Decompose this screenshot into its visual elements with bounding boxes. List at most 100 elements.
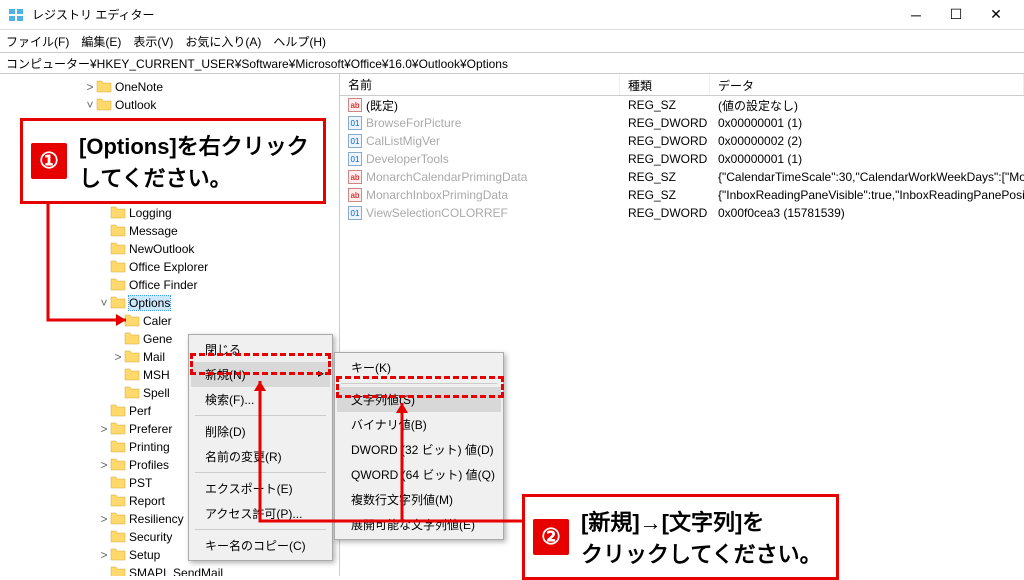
tree-item[interactable]: Office Finder: [0, 276, 339, 294]
callout-1: ① [Options]を右クリック してください。: [20, 118, 326, 204]
tree-item-label[interactable]: NewOutlook: [129, 242, 194, 256]
tree-item-label[interactable]: Office Explorer: [129, 260, 208, 274]
tree-item-label[interactable]: Resiliency: [129, 512, 184, 526]
maximize-button[interactable]: ☐: [936, 3, 976, 27]
tree-item[interactable]: Office Explorer: [0, 258, 339, 276]
value-row[interactable]: 01DeveloperToolsREG_DWORD0x00000001 (1): [340, 150, 1024, 168]
tree-item-label[interactable]: Setup: [129, 548, 160, 562]
value-row[interactable]: abMonarchCalendarPrimingDataREG_SZ{"Cale…: [340, 168, 1024, 186]
folder-icon: [110, 475, 129, 492]
value-row[interactable]: 01ViewSelectionCOLORREFREG_DWORD0x00f0ce…: [340, 204, 1024, 222]
tree-item-label[interactable]: Perf: [129, 404, 151, 418]
tree-item-label[interactable]: PST: [129, 476, 152, 490]
tree-item-label[interactable]: Logging: [129, 206, 172, 220]
list-body: ab(既定)REG_SZ(値の設定なし)01BrowseForPictureRE…: [340, 96, 1024, 222]
menu-edit[interactable]: 編集(E): [81, 33, 121, 50]
mi-rename[interactable]: 名前の変更(R): [191, 444, 330, 469]
expand-toggle[interactable]: ˅: [98, 296, 110, 310]
folder-icon: [110, 421, 129, 438]
tree-item-label[interactable]: Printing: [129, 440, 170, 454]
tree-item-label[interactable]: Security: [129, 530, 172, 544]
expand-toggle[interactable]: >: [98, 548, 110, 562]
folder-icon: [110, 529, 129, 546]
value-data: (値の設定なし): [710, 97, 1024, 114]
callout-text: してください。: [79, 161, 309, 193]
mi-multistr[interactable]: 複数行文字列値(M): [337, 487, 501, 512]
menubar: ファイル(F) 編集(E) 表示(V) お気に入り(A) ヘルプ(H): [0, 30, 1024, 52]
folder-icon: [124, 349, 143, 366]
mi-copykey[interactable]: キー名のコピー(C): [191, 533, 330, 558]
value-row[interactable]: 01BrowseForPictureREG_DWORD0x00000001 (1…: [340, 114, 1024, 132]
value-name: CalListMigVer: [366, 134, 440, 148]
mi-string[interactable]: 文字列値(S): [337, 387, 501, 412]
menu-file[interactable]: ファイル(F): [6, 33, 69, 50]
close-button[interactable]: ✕: [976, 3, 1016, 27]
mi-new[interactable]: 新規(N)▸: [191, 362, 330, 387]
mi-binary[interactable]: バイナリ値(B): [337, 412, 501, 437]
folder-icon: [124, 385, 143, 402]
mi-qword64[interactable]: QWORD (64 ビット) 値(Q): [337, 462, 501, 487]
expand-toggle[interactable]: ˅: [84, 98, 96, 112]
mi-dword32[interactable]: DWORD (32 ビット) 値(D): [337, 437, 501, 462]
mi-collapse[interactable]: 閉じる: [191, 337, 330, 362]
mi-delete[interactable]: 削除(D): [191, 419, 330, 444]
string-value-icon: ab: [348, 98, 362, 112]
value-data: 0x00000001 (1): [710, 116, 1024, 130]
folder-icon: [110, 457, 129, 474]
mi-key[interactable]: キー(K): [337, 355, 501, 380]
menu-favorites[interactable]: お気に入り(A): [185, 33, 261, 50]
mi-export[interactable]: エクスポート(E): [191, 476, 330, 501]
col-type[interactable]: 種類: [620, 74, 710, 95]
tree-item-label[interactable]: SMAPI_SendMail: [129, 566, 223, 576]
string-value-icon: ab: [348, 188, 362, 202]
tree-item-label[interactable]: Message: [129, 224, 178, 238]
tree-item-label[interactable]: Caler: [143, 314, 172, 328]
expand-toggle[interactable]: >: [98, 422, 110, 436]
tree-item[interactable]: > OneNote: [0, 78, 339, 96]
tree-item[interactable]: Logging: [0, 204, 339, 222]
regedit-window: レジストリ エディター ─ ☐ ✕ ファイル(F) 編集(E) 表示(V) お気…: [0, 0, 1024, 576]
value-row[interactable]: abMonarchInboxPrimingDataREG_SZ{"InboxRe…: [340, 186, 1024, 204]
tree-item[interactable]: ˅ Options: [0, 294, 339, 312]
tree-item[interactable]: NewOutlook: [0, 240, 339, 258]
value-type: REG_SZ: [620, 98, 710, 112]
folder-icon: [110, 403, 129, 420]
expand-toggle[interactable]: >: [112, 350, 124, 364]
tree-item-label[interactable]: Mail: [143, 350, 165, 364]
separator: [195, 415, 326, 416]
col-data[interactable]: データ: [710, 74, 1024, 95]
tree-item[interactable]: SMAPI_SendMail: [0, 564, 339, 576]
tree-item-label[interactable]: Profiles: [129, 458, 169, 472]
tree-item-label[interactable]: Options: [129, 296, 170, 310]
expand-toggle[interactable]: >: [98, 458, 110, 472]
callout-number: ①: [31, 143, 67, 179]
tree-item-label[interactable]: Gene: [143, 332, 172, 346]
col-name[interactable]: 名前: [340, 74, 620, 95]
minimize-button[interactable]: ─: [896, 3, 936, 27]
expand-toggle[interactable]: >: [84, 80, 96, 94]
tree-item-label[interactable]: MSH: [143, 368, 170, 382]
mi-expstr[interactable]: 展開可能な文字列値(E): [337, 512, 501, 537]
address-bar[interactable]: コンピューター¥HKEY_CURRENT_USER¥Software¥Micro…: [0, 52, 1024, 74]
tree-item[interactable]: ˅ Outlook: [0, 96, 339, 114]
tree-item-label[interactable]: Preferer: [129, 422, 172, 436]
mi-permissions[interactable]: アクセス許可(P)...: [191, 501, 330, 526]
tree-item[interactable]: Caler: [0, 312, 339, 330]
value-row[interactable]: 01CalListMigVerREG_DWORD0x00000002 (2): [340, 132, 1024, 150]
separator: [195, 529, 326, 530]
tree-item-label[interactable]: OneNote: [115, 80, 163, 94]
expand-toggle[interactable]: >: [98, 512, 110, 526]
tree-item-label[interactable]: Spell: [143, 386, 170, 400]
mi-find[interactable]: 検索(F)...: [191, 387, 330, 412]
tree-item[interactable]: Message: [0, 222, 339, 240]
value-type: REG_SZ: [620, 170, 710, 184]
tree-item-label[interactable]: Office Finder: [129, 278, 197, 292]
tree-item-label[interactable]: Report: [129, 494, 165, 508]
tree-item-label[interactable]: Outlook: [115, 98, 156, 112]
menu-help[interactable]: ヘルプ(H): [273, 33, 326, 50]
value-row[interactable]: ab(既定)REG_SZ(値の設定なし): [340, 96, 1024, 114]
value-name: MonarchCalendarPrimingData: [366, 170, 527, 184]
value-type: REG_DWORD: [620, 206, 710, 220]
value-type: REG_DWORD: [620, 116, 710, 130]
menu-view[interactable]: 表示(V): [133, 33, 173, 50]
